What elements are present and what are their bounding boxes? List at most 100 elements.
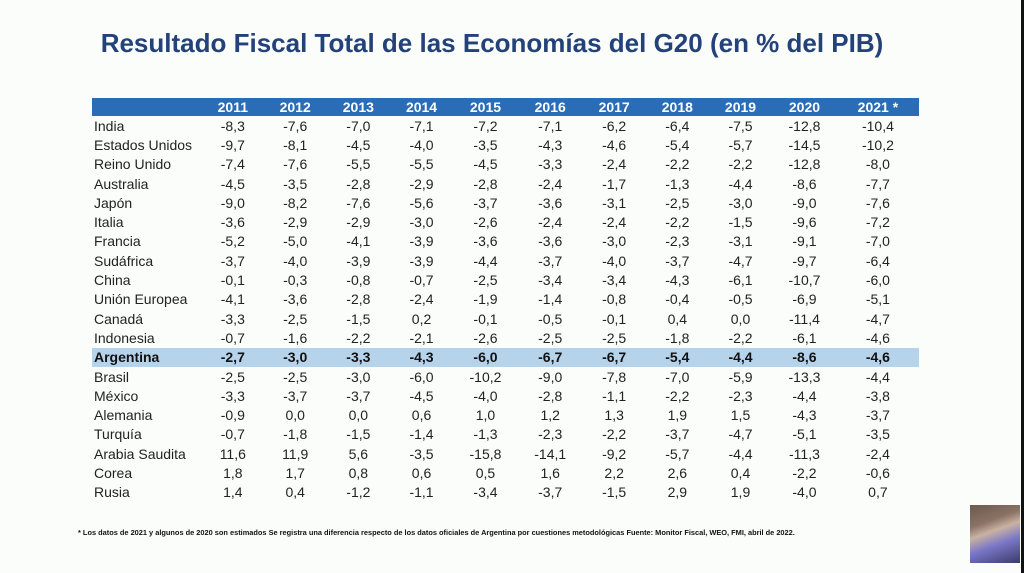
cell-value: -2,8	[538, 387, 563, 404]
cell-value: -6,2	[602, 117, 627, 134]
cell-value: -4,3	[665, 272, 690, 289]
cell-value: 0,8	[348, 464, 369, 481]
table-row: Indonesia -0,7 -1,6 -2,2 -2,1 -2,6 -2,5 -2,5 -1,…	[92, 328, 919, 347]
cell-value: 1,0	[475, 407, 496, 424]
cell-value: -3,3	[538, 156, 563, 173]
cell-value: -9,2	[602, 445, 627, 462]
cell-value: -14,5	[788, 136, 821, 153]
speaker-video-thumbnail	[970, 505, 1020, 563]
slide-title: Resultado Fiscal Total de las Economías …	[100, 28, 884, 58]
country-name: Estados Unidos	[94, 136, 193, 153]
country-name: India	[94, 117, 125, 134]
cell-value: -11,4	[789, 310, 820, 327]
cell-value: -2,5	[283, 368, 308, 385]
cell-value: -6,9	[792, 291, 817, 308]
table-row: Unión Europea -4,1 -3,6 -2,8 -2,4 -1,9 -1,4 -0,…	[92, 290, 919, 309]
cell-value: -8,6	[792, 175, 817, 192]
header-year: 2019	[724, 99, 757, 115]
cell-value: -3,7	[473, 194, 498, 211]
cell-value: -7,2	[473, 117, 498, 134]
cell-value: -4,0	[283, 252, 308, 269]
cell-value: 11,6	[219, 445, 246, 462]
cell-value: -3,6	[538, 194, 563, 211]
cell-value: -3,7	[538, 252, 563, 269]
cell-value: -7,6	[283, 156, 308, 173]
header-year: 2012	[279, 99, 311, 115]
cell-value: -6,0	[473, 349, 498, 366]
table-row: Turquía -0,7 -1,8 -1,5 -1,4 -1,3 -2,3 -2,2 -3,7 -…	[92, 425, 919, 444]
cell-value: -4,7	[728, 252, 753, 269]
table-row: India -8,3 -7,6 -7,0 -7,1 -7,2 -7,1 -6,2 -6,4 -7,…	[92, 116, 919, 135]
cell-value: -7,0	[665, 368, 690, 385]
cell-value: -4,5	[220, 175, 245, 192]
cell-value: -1,4	[538, 291, 563, 308]
cell-value: -1,3	[665, 175, 690, 192]
table-row: Australia -4,5 -3,5 -2,8 -2,9 -2,8 -2,4 -1,7 -1,…	[92, 174, 919, 193]
cell-value: -4,3	[538, 136, 563, 153]
cell-value: -2,4	[409, 291, 434, 308]
cell-value: 1,2	[540, 407, 560, 424]
cell-value: 0,4	[285, 484, 305, 501]
cell-value: 0,7	[868, 484, 888, 501]
cell-value: -2,4	[602, 156, 627, 173]
cell-value: 1,3	[604, 407, 624, 424]
table-row: Francia -5,2 -5,0 -4,1 -3,9 -3,6 -3,6 -3,0 -2,3 -…	[92, 232, 919, 251]
cell-value: -1,3	[473, 426, 498, 443]
cell-value: -1,1	[602, 387, 627, 404]
cell-value: 1,7	[285, 464, 305, 481]
cell-value: 1,5	[730, 407, 751, 424]
cell-value: 0,4	[667, 310, 688, 327]
table-row: Rusia 1,4 0,4 -1,2 -1,1 -3,4 -3,7 -1,5 2,9 1,9 -4,…	[92, 483, 919, 502]
cell-value: -2,4	[538, 175, 563, 192]
cell-value: -3,0	[346, 368, 371, 385]
cell-value: -1,5	[602, 484, 627, 501]
cell-value: -7,1	[409, 117, 434, 134]
cell-value: -2,3	[728, 387, 753, 404]
cell-value: -2,2	[728, 329, 753, 346]
cell-value: -3,0	[728, 194, 753, 211]
cell-value: -2,5	[220, 368, 245, 385]
country-name: Argentina	[94, 349, 160, 366]
cell-value: -3,0	[409, 214, 434, 231]
cell-value: -1,8	[283, 426, 308, 443]
table-row: Italia -3,6 -2,9 -2,9 -3,0 -2,6 -2,4 -2,4 -2,2 -1…	[92, 212, 919, 231]
cell-value: -3,7	[665, 426, 690, 443]
cell-value: -4,5	[409, 387, 434, 404]
table-row: Argentina -2,7 -3,0 -3,3 -4,3 -6,0 -6,7 -6,7 -5,…	[92, 347, 919, 367]
cell-value: -2,2	[728, 156, 753, 173]
cell-value: -3,1	[602, 194, 627, 211]
cell-value: -4,7	[865, 310, 890, 327]
cell-value: -1,5	[346, 426, 371, 443]
cell-value: -2,9	[409, 175, 434, 192]
country-name: Arabia Saudita	[94, 445, 186, 462]
cell-value: -3,5	[283, 175, 308, 192]
table-row: Sudáfrica -3,7 -4,0 -3,9 -3,9 -4,4 -3,7 -4,0 -3,…	[92, 251, 919, 270]
cell-value: -8,6	[792, 349, 817, 366]
cell-value: -10,4	[861, 117, 894, 134]
country-name: Sudáfrica	[94, 252, 154, 269]
table-row: China -0,1 -0,3 -0,8 -0,7 -2,5 -3,4 -3,4 -4,3 -6,…	[92, 270, 919, 289]
cell-value: -2,8	[346, 175, 371, 192]
country-name: Italia	[94, 214, 124, 231]
cell-value: -2,4	[602, 214, 627, 231]
cell-value: -2,2	[665, 156, 690, 173]
cell-value: -6,0	[865, 272, 890, 289]
cell-value: -0,8	[346, 272, 371, 289]
cell-value: -2,1	[409, 329, 434, 346]
cell-value: -6,1	[728, 272, 753, 289]
country-name: Japón	[94, 194, 133, 211]
cell-value: -2,2	[792, 464, 817, 481]
cell-value: -8,1	[283, 136, 308, 153]
cell-value: -3,9	[409, 252, 434, 269]
table-header-row: 2011 2012 2013 2014 2015 2016 2017 2018 2019 2020…	[92, 98, 919, 116]
cell-value: -2,5	[283, 310, 308, 327]
cell-value: -2,6	[473, 329, 498, 346]
cell-value: -4,1	[346, 233, 371, 250]
cell-value: -4,0	[473, 387, 498, 404]
cell-value: -3,0	[602, 233, 627, 250]
header-year: 2013	[342, 99, 374, 115]
cell-value: -4,7	[728, 426, 753, 443]
cell-value: -2,2	[665, 387, 690, 404]
cell-value: -5,1	[865, 291, 890, 308]
cell-value: -3,7	[865, 407, 890, 424]
